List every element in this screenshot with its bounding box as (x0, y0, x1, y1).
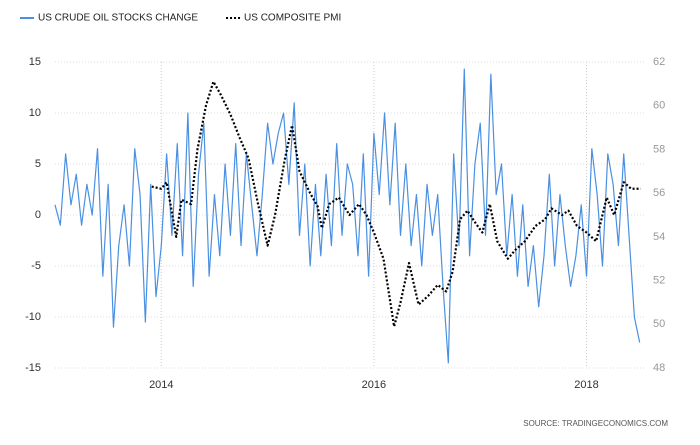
y-tick-label: -5 (31, 260, 41, 272)
y2-tick-label: 52 (653, 274, 665, 286)
y-tick-label: -10 (25, 311, 41, 323)
x-tick-label: 2014 (149, 379, 173, 391)
y2-tick-label: 60 (653, 100, 665, 112)
y2-tick-label: 56 (653, 187, 665, 199)
legend-label: US COMPOSITE PMI (244, 13, 341, 24)
y-tick-label: 0 (35, 209, 41, 221)
series-line (54, 68, 641, 364)
y-tick-label: 10 (29, 107, 41, 119)
y2-tick-label: 62 (653, 56, 665, 68)
legend-label: US CRUDE OIL STOCKS CHANGE (38, 13, 198, 24)
series-line (151, 80, 641, 328)
y-tick-label: 5 (35, 158, 41, 170)
y-tick-label: -15 (25, 362, 41, 374)
source: SOURCE: TRADINGECONOMICS.COM (523, 419, 668, 428)
y2-tick-label: 54 (653, 231, 665, 243)
y-tick-label: 15 (29, 56, 41, 68)
x-tick-label: 2016 (362, 379, 386, 391)
y2-tick-label: 58 (653, 143, 665, 155)
y2-tick-label: 50 (653, 318, 665, 330)
x-tick-label: 2018 (574, 379, 598, 391)
y2-tick-label: 48 (653, 362, 665, 374)
